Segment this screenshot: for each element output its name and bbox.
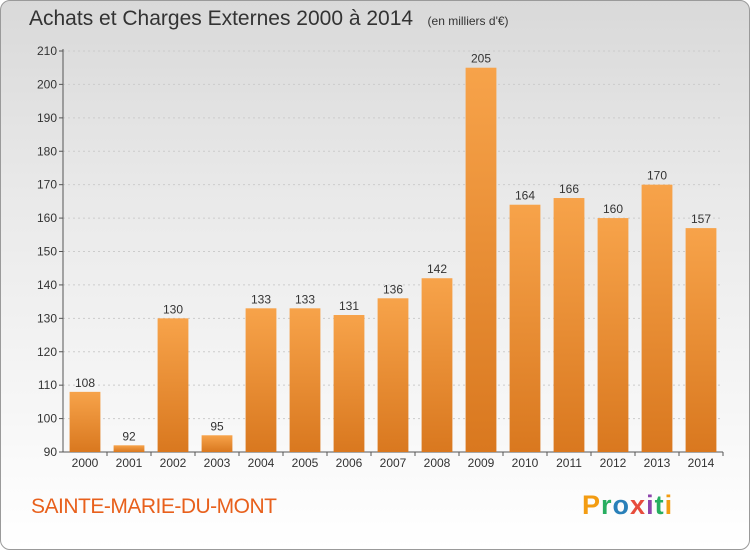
- y-tick-label: 150: [37, 245, 57, 259]
- bar: [641, 184, 673, 452]
- y-tick-label: 110: [38, 378, 57, 392]
- y-tick-label: 180: [37, 144, 57, 158]
- logo-letter: i: [646, 490, 655, 520]
- x-tick-label: 2011: [556, 456, 582, 470]
- y-tick-label: 140: [37, 278, 57, 292]
- bar: [333, 314, 365, 452]
- bar: [421, 278, 453, 452]
- x-tick-label: 2014: [688, 456, 715, 470]
- bar: [597, 218, 629, 452]
- bar-value-label: 131: [339, 299, 359, 313]
- x-tick-label: 2005: [292, 456, 319, 470]
- x-tick-label: 2013: [644, 456, 671, 470]
- x-tick-label: 2012: [600, 456, 627, 470]
- town-name: SAINTE-MARIE-DU-MONT: [31, 495, 277, 518]
- bar: [289, 308, 321, 452]
- bar: [157, 318, 189, 452]
- logo-letter: r: [601, 490, 613, 520]
- y-tick-label: 120: [37, 345, 57, 359]
- bar-value-label: 160: [603, 202, 623, 216]
- y-tick-label: 160: [37, 211, 57, 225]
- x-tick-label: 2001: [116, 456, 143, 470]
- x-tick-label: 2000: [72, 456, 99, 470]
- x-tick-label: 2004: [248, 456, 275, 470]
- bar-value-label: 92: [122, 429, 136, 443]
- bar: [553, 198, 585, 452]
- x-tick-label: 2002: [160, 456, 187, 470]
- bar-value-label: 166: [559, 182, 579, 196]
- bar-value-label: 205: [471, 52, 491, 66]
- x-tick-label: 2010: [512, 456, 539, 470]
- bar: [509, 204, 541, 452]
- bar: [201, 435, 233, 452]
- bar: [69, 391, 101, 452]
- y-tick-label: 130: [37, 311, 57, 325]
- bar-value-label: 133: [251, 292, 271, 306]
- bar-value-label: 108: [75, 376, 95, 390]
- bar-value-label: 95: [210, 419, 224, 433]
- y-tick-label: 190: [37, 111, 57, 125]
- bar-value-label: 133: [295, 292, 315, 306]
- proxiti-logo: Proxiti: [582, 490, 673, 521]
- bar-value-label: 136: [383, 282, 403, 296]
- bar: [113, 445, 145, 452]
- logo-letter: x: [630, 490, 647, 520]
- bar: [685, 228, 717, 452]
- y-tick-label: 90: [44, 445, 58, 459]
- x-tick-label: 2008: [424, 456, 451, 470]
- x-tick-label: 2007: [380, 456, 407, 470]
- bar-value-label: 170: [647, 169, 667, 183]
- title-row: Achats et Charges Externes 2000 à 2014 (…: [29, 7, 509, 31]
- bar-value-label: 157: [691, 212, 711, 226]
- x-tick-label: 2009: [468, 456, 495, 470]
- y-tick-label: 200: [37, 77, 57, 91]
- bar: [377, 298, 409, 452]
- chart-unit: (en milliers d'€): [427, 14, 509, 28]
- logo-letter: P: [582, 490, 602, 520]
- logo-letter: i: [664, 490, 674, 520]
- bar: [465, 67, 497, 452]
- y-tick-label: 210: [37, 44, 57, 58]
- logo-letter: o: [612, 490, 631, 520]
- x-tick-label: 2003: [204, 456, 231, 470]
- y-tick-label: 170: [37, 178, 57, 192]
- bar-value-label: 142: [427, 262, 447, 276]
- chart-title: Achats et Charges Externes 2000 à 2014: [29, 7, 414, 30]
- bar-value-label: 164: [515, 189, 535, 203]
- x-tick-label: 2006: [336, 456, 363, 470]
- bar: [245, 308, 277, 452]
- logo-letter: t: [654, 490, 665, 520]
- y-tick-label: 100: [37, 412, 57, 426]
- bar-value-label: 130: [163, 302, 183, 316]
- bar-chart: 90 100 110 120 130 140 150 160 170 180 190 200 210 10…: [37, 44, 724, 470]
